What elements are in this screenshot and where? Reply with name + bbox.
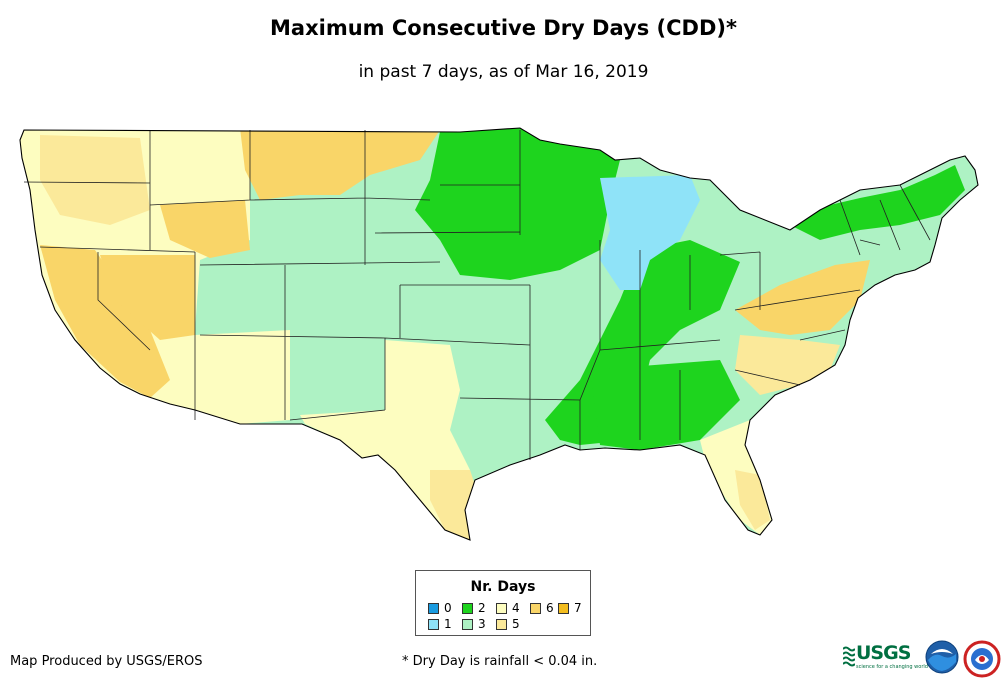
legend-item-0: 0: [428, 601, 452, 615]
zone-5-days-south-florida: [735, 470, 770, 530]
legend-item-7: 7: [558, 601, 582, 615]
legend-item-4: 4: [496, 601, 520, 615]
legend-swatch-5: [496, 619, 507, 630]
zone-4-days-idaho: [150, 128, 250, 200]
legend-swatch-7: [558, 603, 569, 614]
state-borders: [23, 130, 931, 460]
legend-swatch-1: [428, 619, 439, 630]
zone-6-days-montana: [240, 128, 440, 200]
zone-2-days-upper-midwest: [415, 128, 620, 280]
legend-label-2: 2: [478, 601, 486, 615]
legend: Nr. Days 0 1 2 3 4 5 6 7: [415, 570, 591, 636]
legend-swatch-4: [496, 603, 507, 614]
zone-6-days-nevada: [100, 255, 195, 340]
legend-item-2: 2: [462, 601, 486, 615]
zone-4-days-texas: [300, 340, 470, 530]
usgs-wave-icon: [843, 646, 855, 667]
legend-title: Nr. Days: [470, 579, 536, 595]
zone-2-days-new-england: [790, 165, 965, 240]
nws-logo-icon: [963, 640, 1001, 678]
dry-day-footnote: * Dry Day is rainfall < 0.04 in.: [402, 654, 598, 669]
zone-5-days-carolinas: [735, 335, 840, 395]
legend-label-1: 1: [444, 617, 452, 631]
zone-6-days-appalachia: [735, 260, 870, 335]
zone-6-days-idaho: [160, 200, 250, 258]
legend-swatch-2: [462, 603, 473, 614]
map-credit: Map Produced by USGS/EROS: [10, 654, 203, 669]
legend-item-3: 3: [462, 617, 486, 631]
legend-label-0: 0: [444, 601, 452, 615]
legend-item-6: 6: [530, 601, 554, 615]
usgs-logo: USGS science for a changing world: [843, 642, 928, 672]
legend-swatch-6: [530, 603, 541, 614]
us-national-border: [19, 127, 979, 541]
zone-5-days-south-texas: [430, 470, 480, 540]
zone-6-days-california: [40, 245, 170, 398]
legend-label-5: 5: [512, 617, 520, 631]
legend-label-7: 7: [574, 601, 582, 615]
legend-label-3: 3: [478, 617, 486, 631]
noaa-logo-icon: [925, 640, 959, 674]
legend-swatch-0: [428, 603, 439, 614]
zone-4-days-arizona: [195, 330, 290, 424]
legend-item-5: 5: [496, 617, 520, 631]
cdd-fill-layer: [20, 128, 978, 540]
legend-label-6: 6: [546, 601, 554, 615]
map-subtitle: in past 7 days, as of Mar 16, 2019: [358, 62, 649, 82]
legend-swatch-3: [462, 619, 473, 630]
usgs-wordmark: USGS: [856, 642, 911, 664]
legend-item-1: 1: [428, 617, 452, 631]
usgs-tagline: science for a changing world: [856, 664, 928, 670]
zone-2-days-southeast: [590, 360, 740, 450]
zone-1-day-great-lakes: [600, 175, 700, 290]
map-title: Maximum Consecutive Dry Days (CDD)*: [270, 16, 737, 40]
legend-label-4: 4: [512, 601, 520, 615]
zone-5-days-oregon: [40, 135, 150, 225]
